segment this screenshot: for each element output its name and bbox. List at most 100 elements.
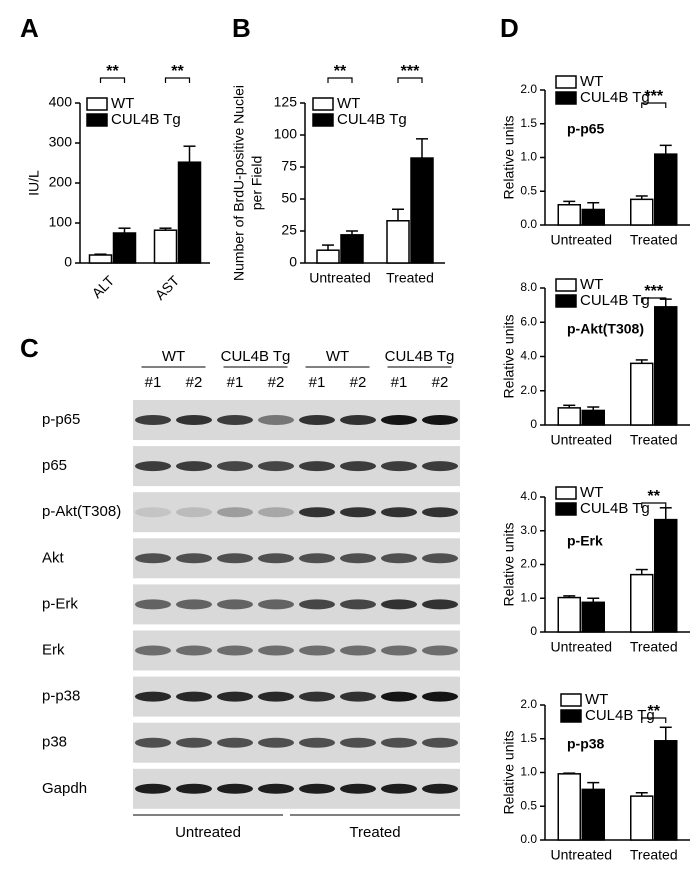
- band: [299, 599, 335, 610]
- band: [176, 645, 212, 656]
- legend-swatch: [312, 97, 334, 111]
- band: [258, 645, 294, 656]
- bar: [581, 788, 605, 841]
- band: [135, 737, 171, 748]
- legend-swatch: [560, 693, 582, 707]
- band: [135, 691, 171, 702]
- band: [381, 553, 417, 564]
- group-label: CUL4B Tg: [385, 348, 455, 365]
- band: [381, 783, 417, 794]
- band: [135, 599, 171, 610]
- panel-label: D: [500, 13, 519, 43]
- bar: [654, 740, 678, 841]
- band: [258, 737, 294, 748]
- legend-label: CUL4B Tg: [580, 292, 650, 309]
- annotation: p-Akt(T308): [567, 321, 644, 337]
- band: [381, 461, 417, 472]
- band: [299, 415, 335, 425]
- band: [176, 599, 212, 610]
- bar: [316, 249, 340, 264]
- significance-label: ***: [401, 63, 420, 80]
- bar: [581, 409, 605, 426]
- legend-swatch: [555, 91, 577, 105]
- legend-label: CUL4B Tg: [580, 500, 650, 517]
- significance-label: **: [334, 63, 347, 80]
- significance-label: **: [171, 63, 184, 80]
- y-tick-label: 0: [530, 417, 537, 431]
- bar: [340, 234, 364, 264]
- x-tick-label: Untreated: [309, 270, 370, 286]
- band: [422, 737, 458, 748]
- lane-label: #2: [350, 374, 367, 391]
- band: [422, 553, 458, 564]
- band: [381, 691, 417, 702]
- legend-swatch: [86, 97, 108, 111]
- y-tick-label: 75: [281, 158, 297, 174]
- bar: [557, 596, 581, 633]
- band: [422, 691, 458, 702]
- y-tick-label: 3.0: [520, 523, 537, 537]
- y-tick-label: 200: [49, 174, 73, 190]
- row-label: p38: [42, 734, 67, 751]
- bar: [654, 518, 678, 633]
- y-tick-label: 2.0: [520, 82, 537, 96]
- significance-label: ***: [644, 283, 663, 300]
- bar: [557, 204, 581, 226]
- bar: [630, 795, 654, 841]
- row-label: p-Akt(T308): [42, 503, 121, 520]
- bar: [557, 773, 581, 841]
- x-tick-label: Treated: [630, 232, 678, 248]
- y-axis-label: per Field: [249, 156, 265, 210]
- band: [381, 599, 417, 610]
- band: [135, 645, 171, 656]
- legend-label: CUL4B Tg: [580, 89, 650, 106]
- y-tick-label: 0.0: [520, 217, 537, 231]
- y-tick-label: 300: [49, 134, 73, 150]
- y-tick-label: 1.5: [520, 116, 537, 130]
- band: [217, 783, 253, 794]
- band: [176, 737, 212, 748]
- bar: [557, 407, 581, 426]
- bar: [630, 573, 654, 633]
- legend-label: WT: [580, 484, 603, 501]
- band: [381, 415, 417, 425]
- band: [258, 415, 294, 425]
- bar: [654, 306, 678, 426]
- row-label: Akt: [42, 549, 65, 566]
- band: [176, 691, 212, 702]
- band: [340, 599, 376, 610]
- row-label: Gapdh: [42, 780, 87, 797]
- row-label: p-Erk: [42, 595, 78, 612]
- band: [135, 507, 171, 518]
- band: [422, 599, 458, 610]
- band: [135, 415, 171, 425]
- row-label: Erk: [42, 641, 65, 658]
- y-tick-label: 0.0: [520, 832, 537, 846]
- y-tick-label: 0: [64, 254, 72, 270]
- legend-swatch: [555, 294, 577, 308]
- lane-label: #1: [391, 374, 408, 391]
- significance-label: **: [648, 703, 661, 720]
- band: [217, 553, 253, 564]
- significance-bracket: [641, 502, 667, 508]
- band: [340, 737, 376, 748]
- y-axis-label: Number of BrdU-positive Nuclei: [231, 85, 247, 281]
- y-tick-label: 4.0: [520, 489, 537, 503]
- y-tick-label: 1.0: [520, 590, 537, 604]
- legend-label: WT: [111, 95, 134, 112]
- lane-label: #1: [227, 374, 244, 391]
- bar: [654, 153, 678, 226]
- band: [299, 645, 335, 656]
- x-tick-label: Untreated: [551, 847, 612, 863]
- band: [258, 507, 294, 518]
- bar: [630, 198, 654, 226]
- panel-label: B: [232, 13, 251, 43]
- legend-label: WT: [585, 691, 608, 708]
- x-tick-label: Treated: [630, 639, 678, 655]
- bar: [386, 220, 410, 264]
- legend-swatch: [560, 709, 582, 723]
- band: [422, 645, 458, 656]
- band: [217, 737, 253, 748]
- legend-label: CUL4B Tg: [585, 707, 655, 724]
- band: [340, 553, 376, 564]
